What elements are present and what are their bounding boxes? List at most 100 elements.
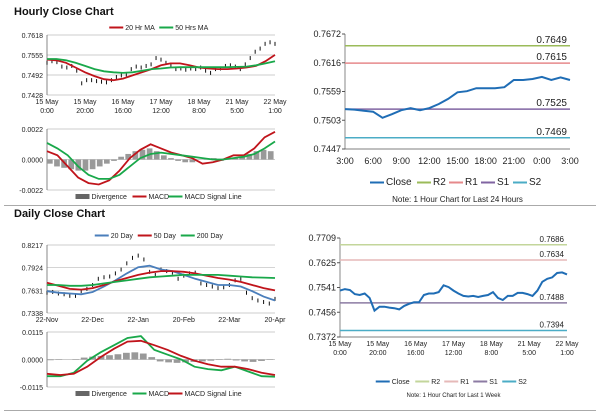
legend-label: 20 Day [111, 233, 134, 240]
legend-label: MACD Signal Line [185, 194, 242, 201]
x-tick-label: 22-Mar [218, 317, 241, 324]
legend-label: 200 Day [197, 233, 224, 240]
divergence-bar [75, 159, 82, 171]
legend-label: MACD [149, 391, 170, 398]
divergence-bar [249, 359, 257, 362]
x-tick-label: 5:00 [230, 108, 244, 115]
legend-swatch [75, 391, 90, 396]
divergence-bar [47, 159, 53, 164]
x-tick-label: 16:00 [407, 350, 425, 357]
divergence-bar [131, 352, 139, 360]
x-tick-label: 16 May [112, 99, 135, 106]
x-tick-label: 0:00 [333, 350, 347, 357]
y-tick-label: 0.7541 [308, 283, 336, 293]
series-close [344, 75, 571, 119]
divergence-bar [165, 359, 172, 363]
y-tick-label: 0.0000 [22, 158, 44, 165]
x-tick-label: 16 May [404, 341, 427, 348]
y-tick-label: -0.0115 [20, 385, 43, 392]
x-tick-label: 6:00 [364, 156, 382, 166]
divergence-bar [161, 155, 167, 160]
x-tick-label: 15:00 [446, 156, 469, 166]
level-label: 0.7469 [536, 127, 567, 138]
level-label: 0.7394 [540, 321, 565, 330]
level-label: 0.7488 [540, 293, 565, 302]
divergence-bar [260, 149, 267, 160]
y-tick-label: 0.7503 [313, 115, 341, 125]
series-50-day [46, 270, 276, 292]
y-tick-label: 0.7672 [313, 29, 341, 39]
divergence-bar [82, 159, 89, 171]
x-tick-label: 0:00 [40, 108, 54, 115]
divergence-bar [199, 359, 206, 362]
y-tick-label: 0.7709 [308, 233, 336, 243]
divergence-bar [246, 153, 253, 160]
divergence-bar [104, 159, 110, 164]
divergence-bar [168, 158, 174, 160]
x-tick-label: 0:00 [533, 156, 551, 166]
divergence-bar [153, 151, 160, 160]
legend-swatch [75, 194, 90, 199]
divergence-bar [132, 151, 139, 160]
chart-note: Note: 1 Hour Chart for Last 24 Hours [392, 195, 523, 204]
hourly-title: Hourly Close Chart [14, 6, 114, 18]
legend-label: Divergence [92, 194, 128, 201]
level-label: 0.7686 [540, 235, 565, 244]
x-tick-label: 22 May [264, 99, 287, 106]
x-tick-label: 8:00 [485, 350, 499, 357]
y-tick-label: 0.7447 [313, 144, 341, 154]
x-tick-label: 22-Dec [81, 317, 104, 324]
divergence-bar [207, 359, 215, 361]
x-tick-label: 22-Jan [127, 317, 149, 324]
divergence-bar [96, 159, 103, 167]
series-20-day [46, 264, 276, 302]
divergence-bar [68, 159, 75, 170]
y-tick-label: 0.7559 [313, 87, 341, 97]
series-close [339, 271, 568, 313]
divergence-bar [125, 153, 132, 160]
series-50-hrs-ma [47, 58, 276, 74]
legend-label: S1 [497, 177, 510, 188]
x-tick-label: 21 May [518, 341, 541, 348]
level-label: 0.7615 [536, 52, 567, 63]
y-tick-label: 0.7428 [22, 93, 44, 100]
level-label: 0.7525 [536, 98, 567, 109]
x-tick-label: 1:00 [268, 108, 282, 115]
legend-label: R1 [460, 379, 469, 386]
y-tick-label: 0.7456 [308, 307, 336, 317]
x-tick-label: 17 May [442, 341, 465, 348]
legend-label: R2 [431, 379, 440, 386]
x-tick-label: 9:00 [392, 156, 410, 166]
divergence-bar [175, 159, 181, 161]
x-tick-label: 18 May [480, 341, 503, 348]
divergence-bar [224, 358, 232, 360]
series-200-day [47, 273, 276, 287]
legend-label: S2 [518, 379, 527, 386]
y-tick-label: 0.7555 [22, 53, 44, 60]
level-label: 0.7649 [536, 35, 567, 46]
x-tick-label: 1:00 [560, 350, 574, 357]
legend-label: 20 Hr MA [125, 25, 155, 32]
divergence-bar [189, 159, 196, 163]
divergence-bar [118, 156, 124, 160]
x-tick-label: 8:00 [192, 108, 206, 115]
legend-label: MACD [149, 194, 170, 201]
y-tick-label: 0.7924 [22, 266, 44, 273]
legend-label: R2 [433, 177, 446, 188]
divergence-bar [139, 149, 146, 160]
x-tick-label: 16:00 [114, 108, 132, 115]
x-tick-label: 21 May [226, 99, 249, 106]
legend-label: S1 [489, 379, 498, 386]
x-tick-label: 15 May [329, 341, 352, 348]
divergence-bar [148, 357, 156, 360]
legend-label: Close [386, 177, 412, 188]
x-tick-label: 18 May [188, 99, 211, 106]
divergence-bar [173, 359, 181, 363]
x-tick-label: 18:00 [474, 156, 497, 166]
x-tick-label: 17 May [150, 99, 173, 106]
legend-label: R1 [465, 177, 478, 188]
x-tick-label: 12:00 [445, 350, 463, 357]
y-tick-label: 0.7616 [313, 58, 341, 68]
x-tick-label: 20-Feb [173, 317, 195, 324]
y-tick-label: 0.0022 [22, 127, 44, 134]
